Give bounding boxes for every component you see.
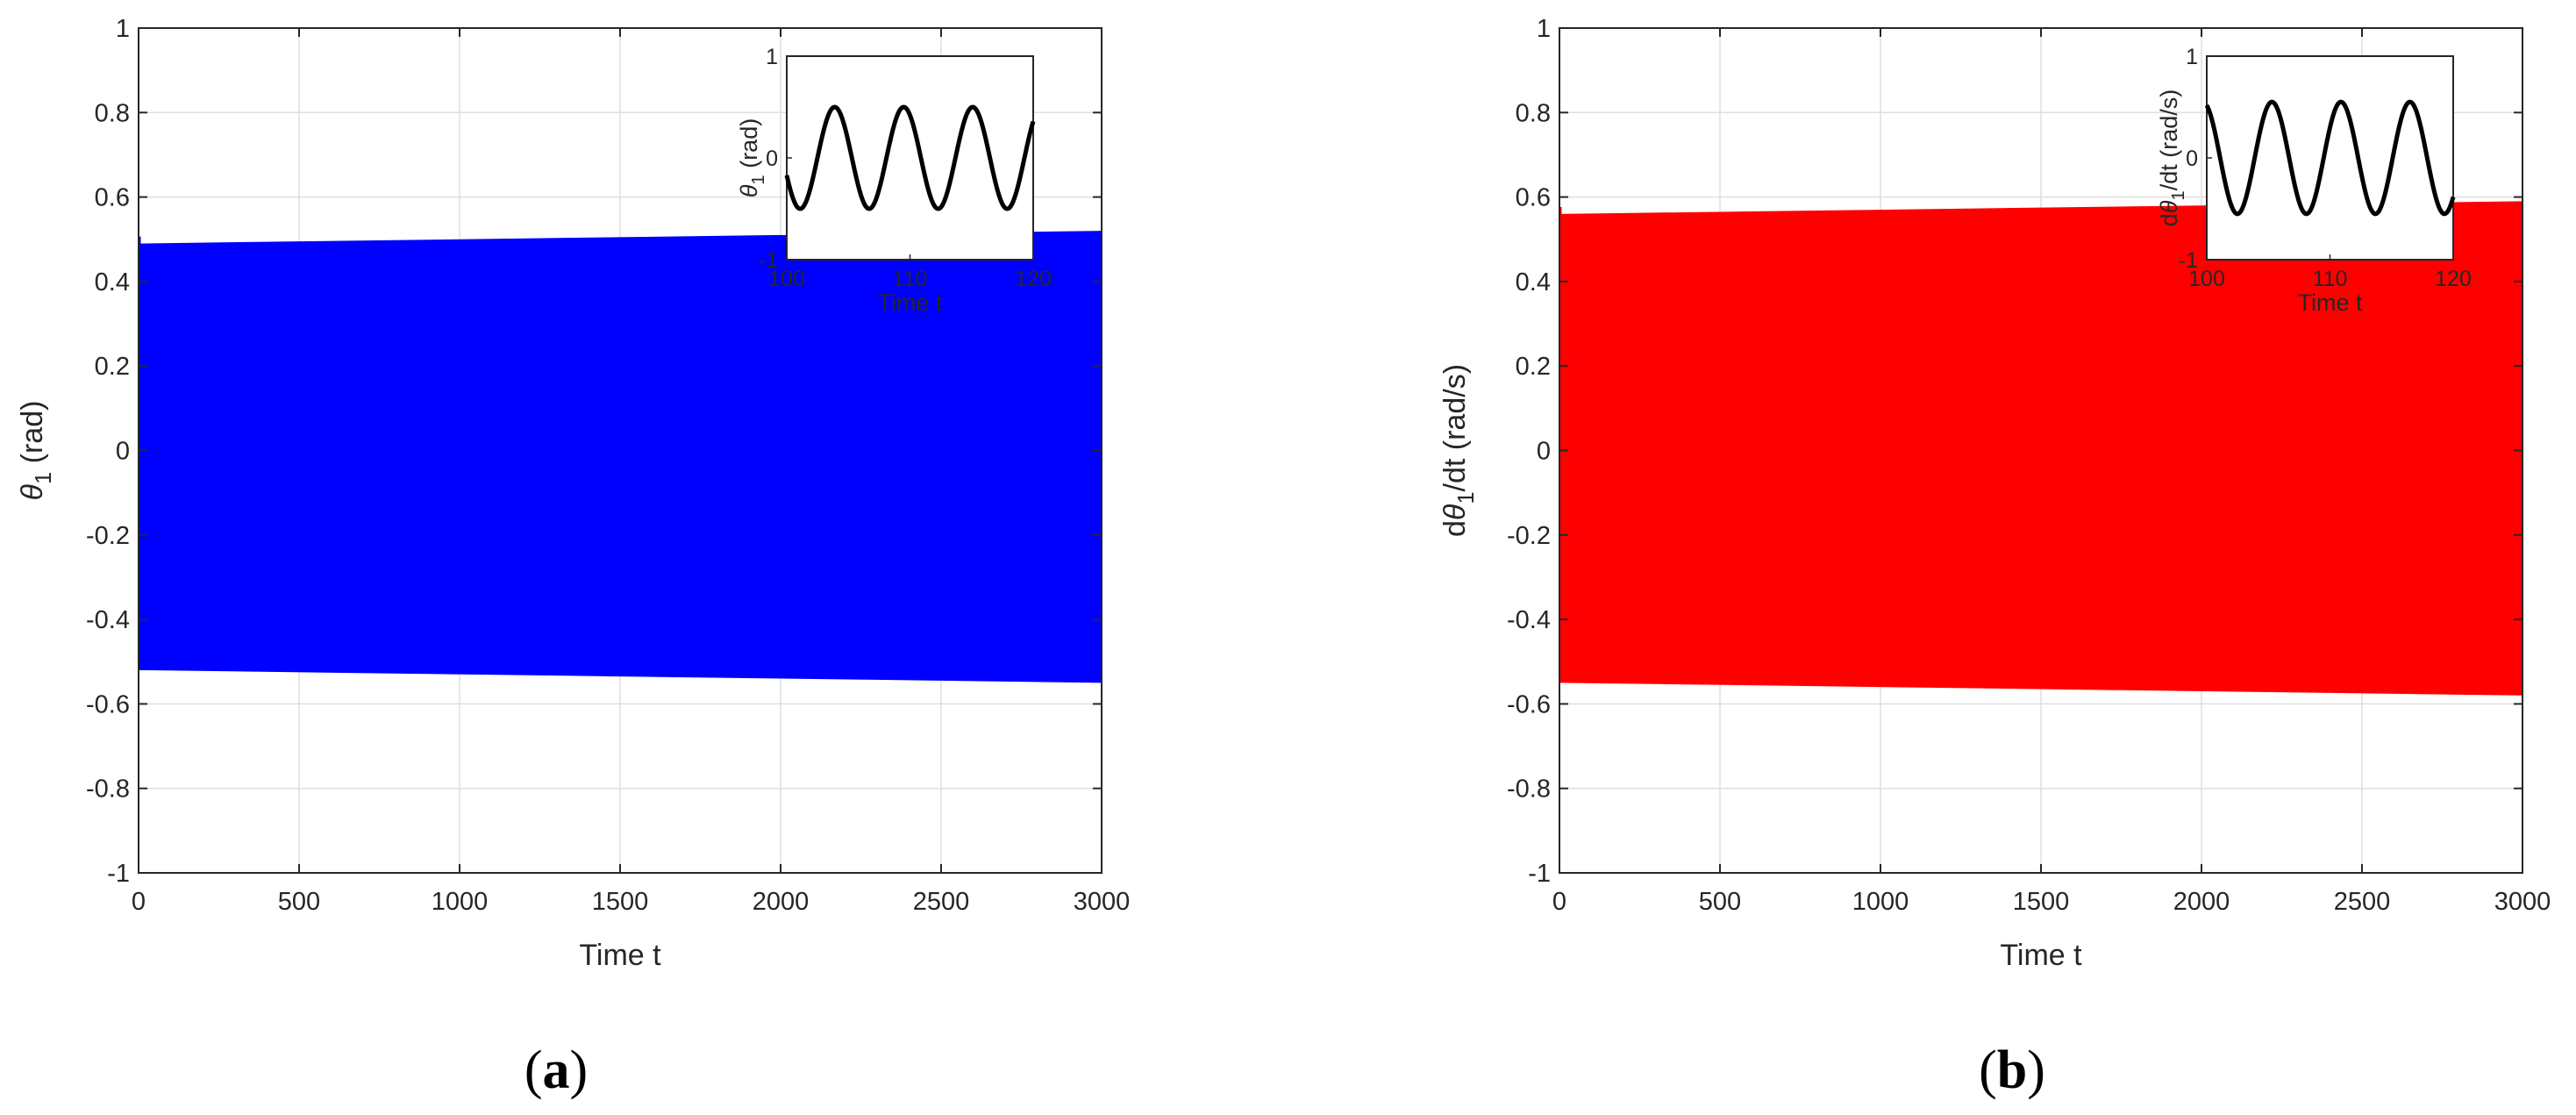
panel-a-panel-label-open: ( bbox=[524, 1040, 543, 1100]
panel-a-xlabel: Time t bbox=[579, 939, 661, 972]
panel-b-xtick-label-0: 0 bbox=[1552, 888, 1566, 916]
panel-b-inset-ytick-label-0: -1 bbox=[2179, 248, 2198, 273]
panel-b-ylabel: dθ1/dt (rad/s) bbox=[1438, 364, 1479, 537]
panel-b-ytick-label-2: -0.6 bbox=[1507, 690, 1551, 718]
panel-b-ylabel-rest: /dt (rad/s) bbox=[1438, 364, 1472, 491]
panel-a-ytick-label-8: 0.6 bbox=[95, 184, 130, 212]
panel-b-inset-xtick-label-1: 110 bbox=[2313, 267, 2348, 291]
panel-b-inset-ylabel-prefix: d bbox=[2156, 213, 2182, 226]
panel-b-panel-label-letter: b bbox=[1997, 1040, 2027, 1100]
panel-b-ytick-label-5: 0 bbox=[1537, 438, 1551, 466]
panel-b-ylabel-sub: 1 bbox=[1454, 491, 1479, 504]
panel-a-xtick-label-2: 1000 bbox=[432, 888, 489, 916]
panel-b-ytick-label-9: 0.8 bbox=[1516, 99, 1551, 127]
panel-b-panel-label-open: ( bbox=[1979, 1040, 1997, 1100]
panel-b-xtick-label-1: 500 bbox=[1699, 888, 1741, 916]
panel-a-ylabel-sub: 1 bbox=[32, 472, 56, 484]
panel-a-inset-ytick-label-2: 1 bbox=[766, 45, 778, 69]
panel-b-xtick-label-2: 1000 bbox=[1852, 888, 1909, 916]
panel-a-inset-ytick-label-1: 0 bbox=[766, 147, 778, 171]
panel-b-ytick-label-3: -0.4 bbox=[1507, 606, 1551, 634]
panel-a-ylabel-rest: (rad) bbox=[16, 401, 49, 472]
panel-a-ytick-label-7: 0.4 bbox=[95, 268, 130, 297]
panel-b-xtick-label-5: 2500 bbox=[2334, 888, 2391, 916]
panel-b-ytick-label-4: -0.2 bbox=[1507, 522, 1551, 550]
panel-a-ytick-label-1: -0.8 bbox=[86, 775, 130, 804]
panel-a-inset-line bbox=[784, 104, 1036, 211]
panel-a-xtick-label-1: 500 bbox=[278, 888, 320, 916]
panel-b-ytick-label-7: 0.4 bbox=[1516, 268, 1551, 297]
panel-a-xtick-label-0: 0 bbox=[132, 888, 146, 916]
panel-b-ytick-label-0: -1 bbox=[1528, 860, 1551, 888]
panel-a-inset-ylabel-sub: 1 bbox=[749, 175, 768, 184]
chart-panel-b: 0 500 1000 1500 2000 2500 3000-1-0.8-0.6-0.4-0… bbox=[1438, 15, 2551, 1100]
panel-b-inset-ylabel-symbol: θ bbox=[2156, 200, 2182, 213]
panel-b-ylabel-prefix: d bbox=[1438, 520, 1472, 537]
panel-a-xtick-label-3: 1500 bbox=[592, 888, 649, 916]
panel-b-ytick-label-6: 0.2 bbox=[1516, 353, 1551, 381]
panel-b-ytick-label-1: -0.8 bbox=[1507, 775, 1551, 804]
panel-a-xtick-label-5: 2500 bbox=[913, 888, 970, 916]
panel-a-xtick-label-6: 3000 bbox=[1074, 888, 1131, 916]
panel-a-ylabel-symbol: θ bbox=[16, 483, 49, 500]
panel-b-inset-xtick-label-0: 100 bbox=[2188, 267, 2225, 291]
panel-a-ytick-label-5: 0 bbox=[116, 438, 130, 466]
panel-b-inset-xtick-label-2: 120 bbox=[2435, 267, 2472, 291]
panel-b-signal-band bbox=[1559, 201, 2522, 696]
panel-b-ylabel-symbol: θ bbox=[1438, 504, 1472, 520]
panel-b-inset-ylabel-sub: 1 bbox=[2169, 190, 2188, 200]
panel-b-xtick-label-6: 3000 bbox=[2494, 888, 2551, 916]
panel-b-ytick-label-8: 0.6 bbox=[1516, 184, 1551, 212]
panel-b-inset-frame bbox=[2206, 55, 2454, 261]
panel-b-inset-line bbox=[2204, 99, 2456, 217]
panel-a-inset-xtick-label-0: 100 bbox=[768, 267, 805, 291]
panel-b-inset-xlabel: Time t bbox=[2298, 289, 2363, 316]
panel-b-xtick-label-3: 1500 bbox=[2013, 888, 2070, 916]
panel-b-xlabel: Time t bbox=[2000, 939, 2082, 972]
chart-panel-a: 0 500 1000 1500 2000 2500 3000-1-0.8-0.6-0.4-0… bbox=[16, 15, 1130, 1100]
panel-a-xtick-label-4: 2000 bbox=[753, 888, 810, 916]
panel-a-panel-label-letter: a bbox=[543, 1040, 570, 1100]
panel-a-ytick-label-9: 0.8 bbox=[95, 99, 130, 127]
panel-b-panel-label-close: ) bbox=[2027, 1040, 2045, 1100]
panel-a-inset-ytick-label-0: -1 bbox=[759, 248, 778, 273]
panel-a-ytick-label-0: -1 bbox=[107, 860, 130, 888]
panel-a-inset-frame bbox=[786, 55, 1034, 261]
panel-a-ytick-label-6: 0.2 bbox=[95, 353, 130, 381]
panel-a-inset-ylabel-symbol: θ bbox=[736, 184, 762, 197]
panel-a-panel-label: (a) bbox=[524, 1040, 588, 1100]
panel-a-panel-label-close: ) bbox=[570, 1040, 589, 1100]
panel-a-inset-ylabel-rest: (rad) bbox=[736, 118, 762, 175]
panel-b-xtick-label-4: 2000 bbox=[2173, 888, 2230, 916]
panel-a-inset-xlabel: Time t bbox=[878, 289, 943, 316]
panel-a-ytick-label-3: -0.4 bbox=[86, 606, 130, 634]
panel-a-ytick-label-4: -0.2 bbox=[86, 522, 130, 550]
panel-b-ytick-label-10: 1 bbox=[1537, 15, 1551, 43]
panel-a-inset-ylabel: θ1 (rad) bbox=[736, 118, 768, 197]
panel-a-ytick-label-2: -0.6 bbox=[86, 690, 130, 718]
panel-b-inset-ytick-label-1: 0 bbox=[2186, 147, 2198, 171]
panel-b-panel-label: (b) bbox=[1979, 1040, 2045, 1100]
panel-a-signal-band bbox=[139, 231, 1102, 683]
panel-b-inset-ylabel: dθ1/dt (rad/s) bbox=[2156, 89, 2188, 226]
panel-b-inset-ytick-label-2: 1 bbox=[2186, 45, 2198, 69]
panel-a-ylabel: θ1 (rad) bbox=[16, 401, 56, 501]
panel-a-inset-xtick-label-2: 120 bbox=[1015, 267, 1052, 291]
panel-b-inset-ylabel-rest: /dt (rad/s) bbox=[2156, 89, 2182, 191]
panel-a-ytick-label-10: 1 bbox=[116, 15, 130, 43]
panel-a-inset-xtick-label-1: 110 bbox=[893, 267, 928, 291]
